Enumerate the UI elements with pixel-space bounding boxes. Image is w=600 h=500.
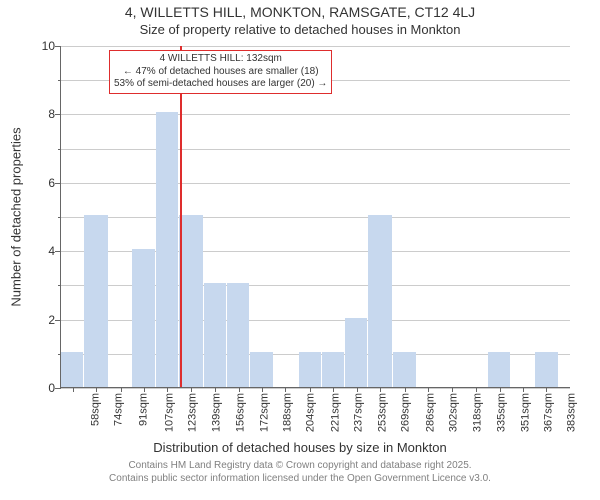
x-tick-mark	[121, 387, 122, 392]
x-tick-mark	[405, 387, 406, 392]
y-tick-mark	[58, 80, 61, 81]
x-tick-label: 351sqm	[519, 393, 531, 432]
histogram-bar	[393, 352, 415, 387]
x-tick-mark	[96, 387, 97, 392]
y-tick-label: 4	[48, 244, 61, 258]
gridline	[61, 149, 570, 150]
x-tick-label: 188sqm	[282, 393, 294, 432]
x-tick-mark	[239, 387, 240, 392]
x-tick-label: 367sqm	[542, 393, 554, 432]
histogram-bar	[227, 283, 249, 387]
x-tick-label: 335sqm	[496, 393, 508, 432]
x-tick-label: 91sqm	[137, 393, 149, 426]
x-tick-label: 204sqm	[305, 393, 317, 432]
histogram-bar	[156, 112, 178, 387]
histogram-bar	[204, 283, 226, 387]
x-tick-label: 383sqm	[566, 393, 578, 432]
histogram-bar	[132, 249, 154, 387]
x-tick-mark	[73, 387, 74, 392]
histogram-bar	[84, 215, 108, 387]
footnote-line2: Contains public sector information licen…	[0, 473, 600, 486]
plot-area: 4 WILLETTS HILL: 132sqm ← 47% of detache…	[60, 46, 570, 388]
x-tick-label: 139sqm	[210, 393, 222, 432]
y-axis-label: Number of detached properties	[9, 127, 24, 306]
x-tick-mark	[357, 387, 358, 392]
histogram-bar	[322, 352, 344, 387]
x-tick-label: 156sqm	[235, 393, 247, 432]
footnote-line1: Contains HM Land Registry data © Crown c…	[0, 460, 600, 473]
x-tick-mark	[476, 387, 477, 392]
x-tick-label: 123sqm	[187, 393, 199, 432]
gridline	[61, 114, 570, 115]
chart-container: 4, WILLETTS HILL, MONKTON, RAMSGATE, CT1…	[0, 0, 600, 500]
y-tick-label: 6	[48, 176, 61, 190]
x-tick-mark	[546, 387, 547, 392]
y-tick-mark	[58, 217, 61, 218]
y-tick-label: 10	[42, 39, 61, 53]
x-tick-mark	[333, 387, 334, 392]
x-tick-mark	[167, 387, 168, 392]
histogram-bar	[250, 352, 272, 387]
x-tick-label: 74sqm	[112, 393, 124, 426]
x-tick-mark	[285, 387, 286, 392]
y-tick-mark	[58, 149, 61, 150]
x-tick-mark	[144, 387, 145, 392]
annotation-line1: 4 WILLETTS HILL: 132sqm	[114, 53, 327, 66]
gridline	[61, 46, 570, 47]
x-axis-label: Distribution of detached houses by size …	[0, 440, 600, 455]
x-tick-mark	[428, 387, 429, 392]
x-tick-label: 318sqm	[471, 393, 483, 432]
chart-title-line1: 4, WILLETTS HILL, MONKTON, RAMSGATE, CT1…	[0, 0, 600, 20]
histogram-bar	[61, 352, 83, 387]
x-tick-label: 286sqm	[424, 393, 436, 432]
x-tick-label: 237sqm	[353, 393, 365, 432]
x-tick-label: 107sqm	[164, 393, 176, 432]
annotation-line2: ← 47% of detached houses are smaller (18…	[114, 66, 327, 79]
gridline	[61, 183, 570, 184]
x-tick-mark	[262, 387, 263, 392]
x-tick-label: 221sqm	[330, 393, 342, 432]
histogram-bar	[345, 318, 367, 387]
marker-annotation: 4 WILLETTS HILL: 132sqm ← 47% of detache…	[109, 50, 332, 94]
x-tick-label: 302sqm	[448, 393, 460, 432]
property-marker-line	[180, 46, 182, 387]
annotation-line3: 53% of semi-detached houses are larger (…	[114, 78, 327, 91]
chart-titles: 4, WILLETTS HILL, MONKTON, RAMSGATE, CT1…	[0, 0, 600, 37]
chart-footnote: Contains HM Land Registry data © Crown c…	[0, 460, 600, 485]
histogram-bar	[299, 352, 321, 387]
histogram-bar	[535, 352, 559, 387]
y-tick-label: 8	[48, 107, 61, 121]
x-tick-label: 58sqm	[89, 393, 101, 426]
x-tick-mark	[380, 387, 381, 392]
gridline	[61, 388, 570, 389]
x-tick-label: 172sqm	[258, 393, 270, 432]
y-tick-mark	[58, 285, 61, 286]
y-tick-label: 0	[48, 381, 61, 395]
x-tick-mark	[215, 387, 216, 392]
x-tick-mark	[452, 387, 453, 392]
x-tick-mark	[523, 387, 524, 392]
x-tick-mark	[310, 387, 311, 392]
x-tick-mark	[191, 387, 192, 392]
x-tick-mark	[500, 387, 501, 392]
x-tick-label: 253sqm	[376, 393, 388, 432]
histogram-bar	[179, 215, 203, 387]
histogram-bar	[368, 215, 392, 387]
x-tick-label: 269sqm	[400, 393, 412, 432]
chart-title-line2: Size of property relative to detached ho…	[0, 20, 600, 37]
histogram-bar	[488, 352, 510, 387]
y-tick-label: 2	[48, 313, 61, 327]
gridline	[61, 217, 570, 218]
